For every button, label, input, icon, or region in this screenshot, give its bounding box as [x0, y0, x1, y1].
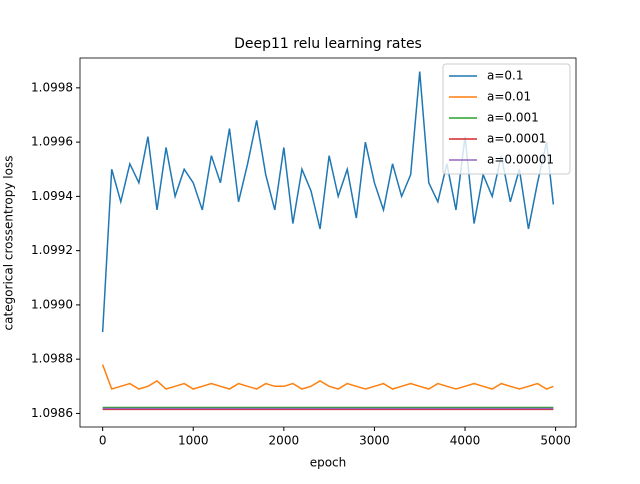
- y-tick-label: 1.0996: [31, 135, 73, 149]
- x-axis-label: epoch: [310, 456, 347, 470]
- data-line: [101, 71, 555, 333]
- x-tick-label: 2000: [269, 434, 300, 448]
- legend-box: [442, 63, 571, 175]
- data-line: [101, 364, 554, 390]
- y-tick-label: 1.0988: [31, 352, 73, 366]
- legend-label: a=0.01: [487, 90, 531, 104]
- y-tick-label: 1.0990: [31, 297, 73, 311]
- x-tick-label: 3000: [359, 434, 390, 448]
- x-tick-label: 1000: [178, 434, 209, 448]
- y-tick-label: 1.0998: [31, 80, 73, 94]
- legend-label: a=0.0001: [487, 132, 546, 146]
- chart-title: Deep11 relu learning rates: [234, 36, 422, 52]
- y-axis-label: categorical crossentropy loss: [2, 156, 16, 331]
- y-tick-label: 1.0994: [31, 189, 73, 203]
- legend-label: a=0.00001: [487, 153, 554, 167]
- legend-label: a=0.1: [487, 69, 524, 83]
- x-tick-label: 5000: [540, 434, 571, 448]
- y-tick-label: 1.0986: [31, 406, 73, 420]
- plot-frame: [79, 57, 577, 428]
- x-tick-label: 0: [99, 434, 107, 448]
- x-tick-label: 4000: [450, 434, 481, 448]
- y-tick-label: 1.0992: [31, 243, 73, 257]
- legend-label: a=0.001: [487, 111, 539, 125]
